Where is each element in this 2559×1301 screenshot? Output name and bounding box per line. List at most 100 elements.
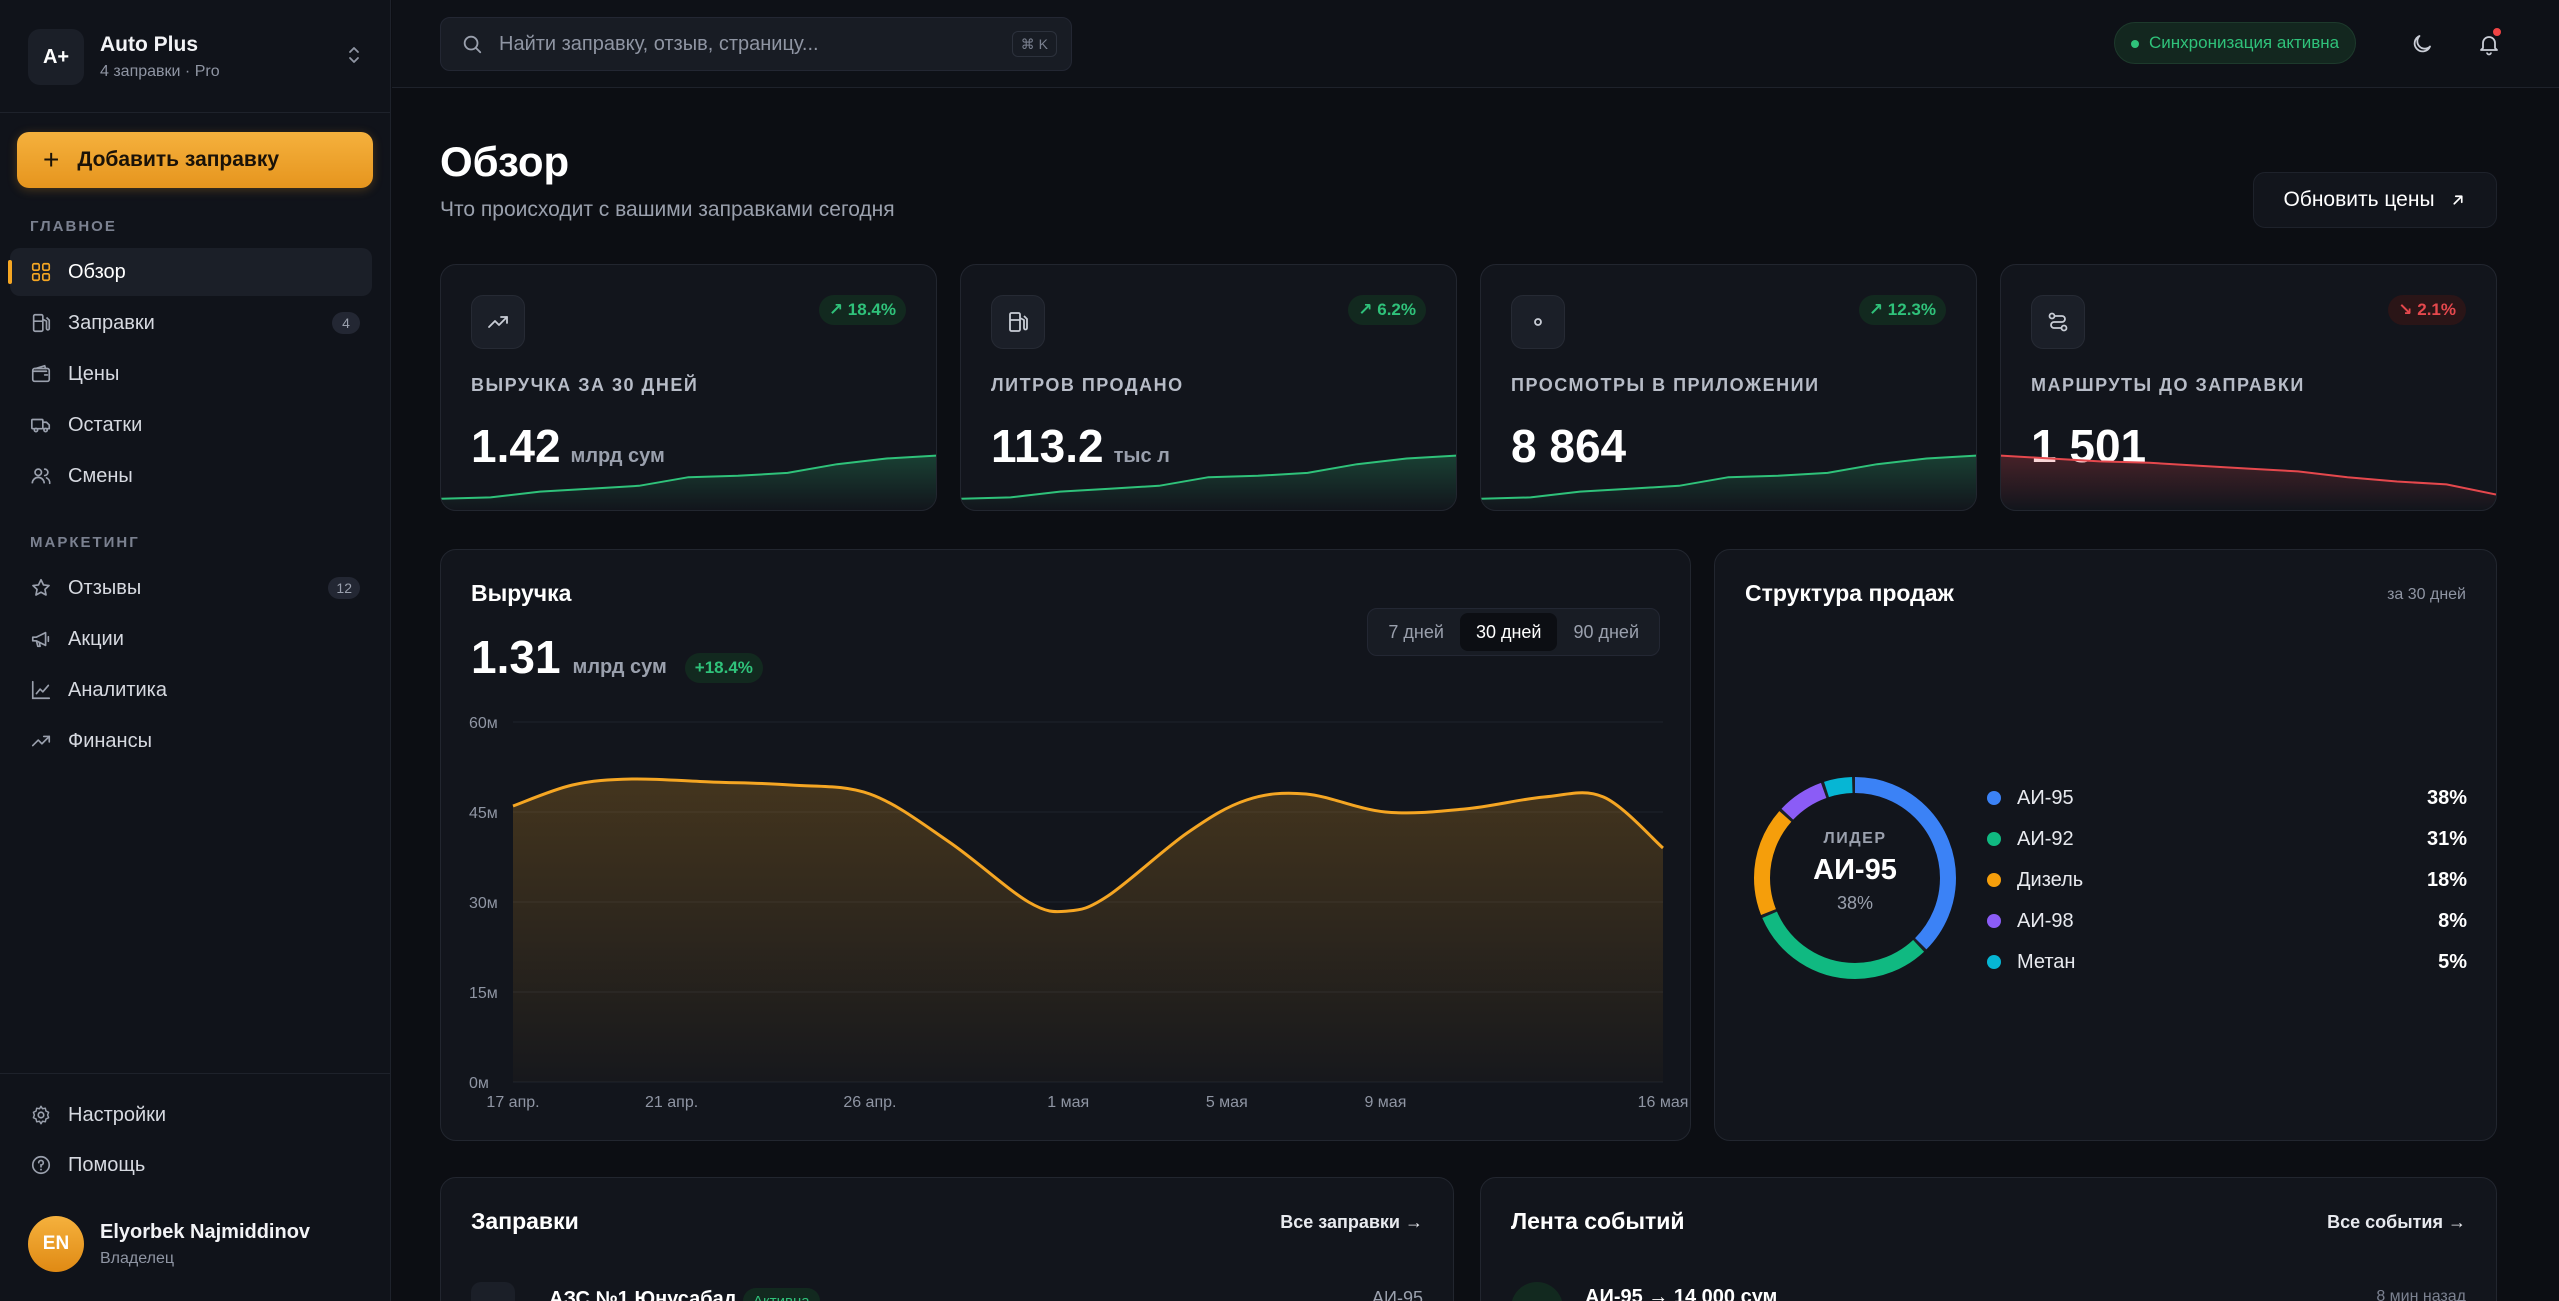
gear-icon: [32, 1105, 50, 1125]
sparkline-line: [2001, 454, 2496, 496]
kpi-icon-box: [2031, 295, 2085, 349]
range-option[interactable]: 30 дней: [1459, 613, 1558, 651]
kpi-card: ↗ 12.3% ПРОСМОТРЫ В ПРИЛОЖЕНИИ 8 864: [1480, 264, 1977, 511]
sidebar-item-settings[interactable]: Настройки: [10, 1091, 372, 1139]
revenue-unit: млрд сум: [572, 656, 667, 678]
event-time: 8 мин назад: [2376, 1288, 2466, 1301]
kpi-value: 113.2: [991, 420, 1104, 472]
sparkline: [1481, 454, 1976, 510]
donut-segment: [1754, 777, 1956, 979]
sync-status-badge: Синхронизация активна: [2114, 22, 2357, 64]
x-tick-label: 9 мая: [1364, 1094, 1406, 1111]
revenue-card: Выручка 1.31 млрд сум +18.4% 7 дней 30 дн…: [440, 549, 1691, 1141]
search-input[interactable]: [499, 32, 979, 56]
sparkline-line: [441, 454, 936, 500]
kpi-label: МАРШРУТЫ ДО ЗАПРАВКИ: [2031, 375, 2305, 395]
legend-item: АИ-95 38%: [1987, 786, 2467, 810]
donut-center-pct: 38%: [1836, 893, 1874, 913]
eye-icon: [1534, 318, 1542, 326]
sparkline: [961, 454, 1456, 510]
page-title: Обзор: [440, 138, 570, 185]
x-tick-label: 17 апр.: [486, 1094, 539, 1111]
brand-switcher[interactable]: A+ Auto Plus 4 заправки · Pro: [28, 28, 362, 86]
sidebar-item-grid[interactable]: Обзор: [8, 248, 372, 296]
legend-dot: [1987, 914, 2001, 928]
search-icon: [463, 35, 482, 54]
sidebar: A+ Auto Plus 4 заправки · Pro + Добавить…: [0, 0, 391, 1301]
sidebar-item-megaphone[interactable]: Акции: [10, 615, 372, 663]
sidebar-item-label: Цены: [68, 362, 120, 385]
notifications-button[interactable]: [2469, 24, 2509, 64]
avatar: EN: [28, 1216, 84, 1272]
add-station-label: Добавить заправку: [77, 148, 280, 171]
all-stations-link[interactable]: Все заправки →: [1280, 1212, 1423, 1232]
truck-icon: [31, 418, 51, 433]
user-profile[interactable]: EN Elyorbek Najmiddinov Владелец: [28, 1216, 310, 1272]
chevron-updown-icon[interactable]: [346, 44, 362, 71]
structure-title: Структура продаж: [1745, 580, 1954, 606]
sparkline: [441, 454, 936, 510]
bell-icon: [2480, 36, 2498, 56]
station-fuel: АИ-95: [1372, 1288, 1423, 1301]
sidebar-item-star[interactable]: Отзывы 12: [10, 564, 372, 612]
legend-dot: [1987, 791, 2001, 805]
sparkline-area: [1481, 455, 1976, 510]
kpi-value: 1.42: [471, 420, 561, 472]
sidebar-item-label: Остатки: [68, 413, 143, 436]
station-name[interactable]: АЗС №1 Юнусабад: [549, 1288, 737, 1301]
revenue-value: 1.31: [471, 631, 561, 683]
delta-badge: ↗ 18.4%: [818, 295, 906, 325]
legend-dot: [1987, 955, 2001, 969]
arrow-up-right-icon: [2452, 195, 2463, 205]
update-prices-button[interactable]: Обновить цены: [2253, 172, 2497, 228]
sidebar-item-label: Акции: [68, 627, 124, 650]
x-tick-label: 1 мая: [1047, 1094, 1089, 1111]
count-badge: 4: [332, 312, 360, 334]
update-prices-label: Обновить цены: [2283, 188, 2435, 211]
users-icon: [31, 468, 51, 485]
kpi-label: ЛИТРОВ ПРОДАНО: [991, 375, 1184, 395]
search-bar[interactable]: ⌘ K: [440, 17, 1072, 71]
station-icon: [471, 1282, 515, 1301]
kpi-label: ВЫРУЧКА ЗА 30 ДНЕЙ: [471, 375, 699, 395]
legend-label: Метан: [2017, 950, 2076, 973]
stations-card: Заправки Все заправки → АЗС №1 Юнусабад …: [440, 1177, 1454, 1301]
sidebar-item-label: Отзывы: [68, 576, 142, 599]
sales-donut-chart: [1754, 777, 1956, 979]
sidebar-item-fuel[interactable]: Заправки 4: [10, 299, 372, 347]
x-tick-label: 26 апр.: [843, 1094, 896, 1111]
legend-label: Дизель: [2017, 868, 2084, 891]
revenue-line: [512, 777, 1664, 914]
sidebar-item-chart-line[interactable]: Аналитика: [10, 666, 372, 714]
kpi-card: ↗ 6.2% ЛИТРОВ ПРОДАНО 113.2 тыс л: [960, 264, 1457, 511]
nav-section-main: ГЛАВНОЕ: [30, 218, 117, 235]
kpi-unit: тыс л: [1113, 445, 1170, 467]
sidebar-item-truck[interactable]: Остатки: [10, 401, 372, 449]
y-tick-label: 30м: [469, 895, 498, 912]
status-badge: Активна: [743, 1288, 820, 1301]
range-option[interactable]: 90 дней: [1573, 621, 1639, 642]
sidebar-item-users[interactable]: Смены: [10, 452, 372, 500]
y-tick-label: 0м: [469, 1075, 489, 1092]
sidebar-item-help[interactable]: Помощь: [10, 1141, 372, 1189]
user-role: Владелец: [100, 1249, 175, 1267]
help-circle-icon: [31, 1155, 51, 1175]
sidebar-item-trending-up[interactable]: Финансы: [10, 717, 372, 765]
kpi-card: ↘ 2.1% МАРШРУТЫ ДО ЗАПРАВКИ 1 501: [2000, 264, 2497, 511]
brand-logo: A+: [28, 29, 84, 85]
all-events-link[interactable]: Все события →: [2327, 1212, 2466, 1232]
sparkline: [2001, 454, 2496, 510]
sidebar-item-label: Помощь: [68, 1153, 146, 1176]
range-selector: 7 дней 30 дней 90 дней: [1367, 608, 1660, 656]
add-station-button[interactable]: + Добавить заправку: [17, 132, 373, 188]
count-badge: 12: [328, 577, 360, 599]
revenue-delta-badge: +18.4%: [684, 653, 763, 683]
theme-toggle-button[interactable]: [2402, 24, 2442, 64]
kpi-value: 8 864: [1511, 420, 1627, 472]
stations-title: Заправки: [471, 1208, 579, 1234]
legend-value: 18%: [2426, 868, 2467, 891]
range-option[interactable]: 7 дней: [1388, 621, 1444, 642]
legend-value: 5%: [2438, 950, 2467, 973]
kpi-icon-box: [991, 295, 1045, 349]
sidebar-item-wallet[interactable]: Цены: [10, 350, 372, 398]
